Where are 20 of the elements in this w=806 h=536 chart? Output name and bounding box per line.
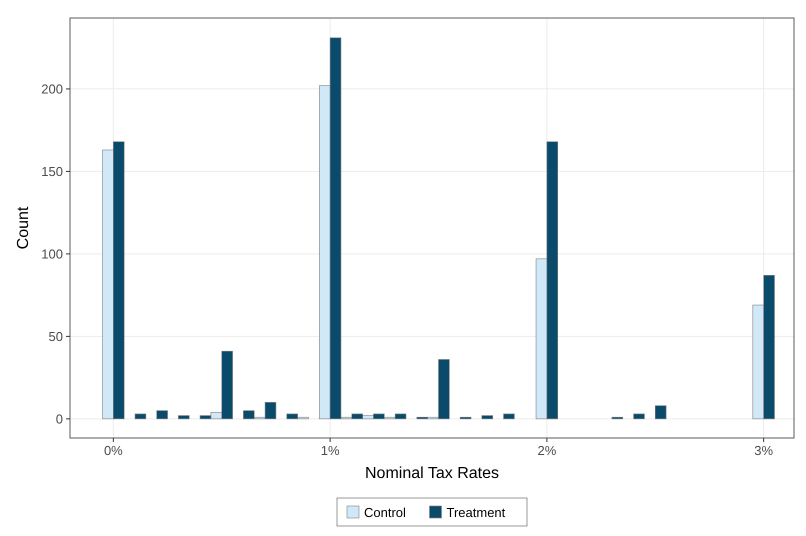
x-tick-label: 2% xyxy=(537,443,557,458)
x-tick-label: 3% xyxy=(754,443,774,458)
y-tick-label: 0 xyxy=(56,411,63,426)
x-axis-title: Nominal Tax Rates xyxy=(365,465,499,482)
x-tick-label: 0% xyxy=(104,443,124,458)
bar xyxy=(654,405,666,420)
y-tick-label: 150 xyxy=(41,164,63,179)
y-tick-label: 200 xyxy=(41,81,63,96)
bar xyxy=(503,414,515,420)
legend-label: Treatment xyxy=(446,505,506,520)
bar xyxy=(633,414,645,420)
y-tick-label: 50 xyxy=(48,328,63,344)
legend-label: Control xyxy=(364,505,406,520)
y-axis-title: Count xyxy=(15,206,32,250)
y-tick-label: 100 xyxy=(41,246,63,262)
bar xyxy=(156,410,168,420)
bar xyxy=(178,415,190,420)
bar xyxy=(482,415,493,420)
x-tick-label: 1% xyxy=(320,443,340,458)
bar xyxy=(134,414,146,420)
